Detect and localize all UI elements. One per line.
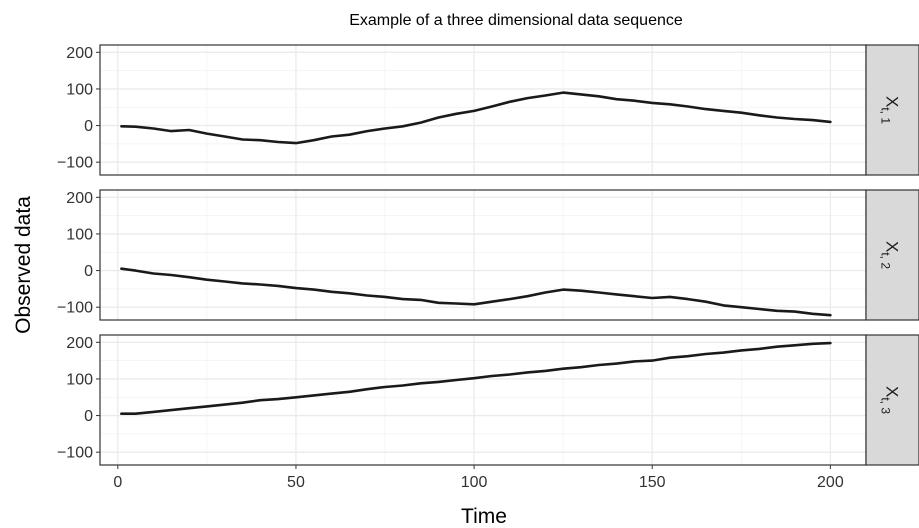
y-tick-label: 200 [66,45,93,62]
x-tick-label: 50 [287,474,305,491]
chart-title: Example of a three dimensional data sequ… [349,12,683,29]
y-axis-title: Observed data [12,196,35,334]
series-line [120,267,832,317]
x-tick-label: 200 [817,474,844,491]
panel-background [100,190,866,320]
y-tick-label: 0 [84,408,93,425]
y-tick-label: −100 [57,300,93,317]
y-tick-label: 0 [84,263,93,280]
strip-label-main: X [883,96,902,107]
y-tick-label: 100 [66,81,93,98]
strip-label-subscript: t, 2 [879,252,893,269]
x-tick-label: 0 [113,474,122,491]
panel-background [100,335,866,465]
y-tick-label: −100 [57,155,93,172]
y-tick-label: 200 [66,190,93,207]
strip [865,189,919,321]
y-tick-label: 200 [66,335,93,352]
strip-label-main: X [883,241,902,252]
strip-label: Xt, 1 [879,96,902,124]
x-tick-label: 150 [639,474,666,491]
x-tick-label: 100 [461,474,488,491]
series-line [120,341,832,415]
series-line [120,91,832,145]
panel-1: −100 0 100 200 Xt, 1 [57,44,919,176]
panel-3: −100 0 100 200 Xt, 3 [57,334,919,466]
strip-label: Xt, 2 [879,241,902,269]
strip-label: Xt, 3 [879,386,902,414]
panels: −100 0 100 200 Xt, 1 −100 0 100 200 Xt, 2 −100 0 100… [57,44,919,466]
strip-label-subscript: t, 3 [879,397,893,414]
y-tick-label: −100 [57,445,93,462]
panel-2: −100 0 100 200 Xt, 2 [57,189,919,321]
y-tick-label: 100 [66,371,93,388]
strip [865,334,919,466]
y-tick-label: 100 [66,226,93,243]
y-tick-label: 0 [84,118,93,135]
x-axis-title: Time [461,505,507,528]
x-axis: 0 50 100 150 200 [113,465,844,491]
strip [865,44,919,176]
strip-label-subscript: t, 1 [879,107,893,124]
strip-label-main: X [883,386,902,397]
